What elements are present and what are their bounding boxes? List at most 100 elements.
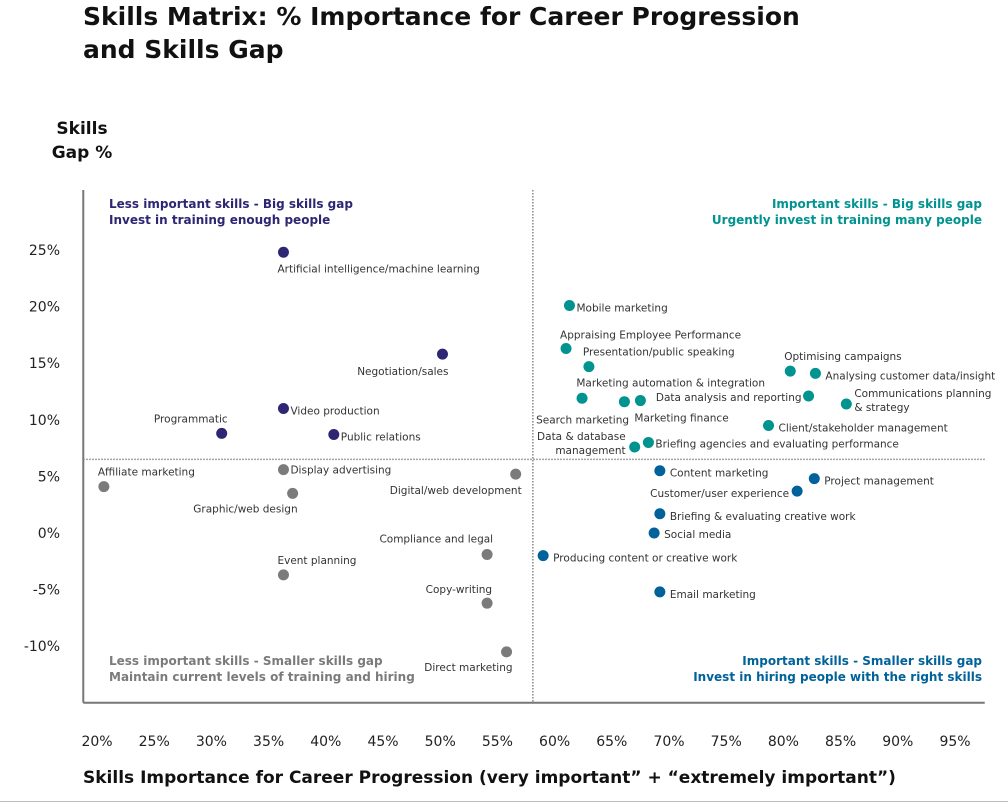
data-point [481,549,493,561]
data-point-label: Digital/web development [390,485,522,497]
data-point-label: Email marketing [670,589,756,601]
data-point [642,436,654,448]
data-point [277,402,289,414]
data-point [277,569,289,581]
data-point [791,485,803,497]
data-point-label: Marketing finance [634,413,728,425]
quadrant-label: Important skills - Big skills gap [772,197,982,211]
quadrant-label: Invest in training enough people [109,213,330,227]
data-point-label: Data analysis and reporting [656,392,802,404]
data-point [654,586,666,598]
y-tick-label: 20% [29,300,60,316]
data-point [648,527,660,539]
data-point-label: Negotiation/sales [357,366,448,378]
y-tick-label: -5% [33,583,60,599]
data-point-label: & strategy [854,402,909,414]
data-point-label: Artificial intelligence/machine learning [277,263,479,275]
x-tick-label: 75% [711,734,742,750]
y-tick-label: 0% [38,526,60,542]
data-point [808,473,820,485]
data-point [618,396,630,408]
data-point-label: Affiliate marketing [98,467,195,479]
data-point-label: Marketing automation & integration [576,378,765,390]
x-tick-label: 60% [539,734,570,750]
y-tick-label: -10% [24,639,60,655]
x-tick-label: 25% [139,734,170,750]
quadrant-label: Invest in hiring people with the right s… [693,670,982,684]
data-point-label: Compliance and legal [379,534,493,546]
data-point [576,392,588,404]
data-point [634,395,646,407]
data-point [277,464,289,476]
x-tick-label: 80% [768,734,799,750]
quadrant-label: Important skills - Smaller skills gap [742,654,982,668]
data-point-label: Analysing customer data/insight [825,370,995,382]
y-axis-label: Skills Gap % [40,117,124,165]
data-point-label: management [555,445,625,457]
data-point [510,468,522,480]
data-point-label: Social media [664,529,731,541]
y-axis-label-line: Skills [56,119,108,139]
x-tick-label: 90% [882,734,913,750]
y-tick-label: 15% [29,356,60,372]
data-point [803,390,815,402]
data-point-label: Client/stakeholder management [779,422,948,434]
data-point [583,361,595,373]
data-point [840,398,852,410]
y-tick-label: 5% [38,469,60,485]
data-point-label: Display advertising [290,465,391,477]
x-tick-label: 35% [253,734,284,750]
data-point [216,427,228,439]
x-tick-label: 45% [367,734,398,750]
data-point [809,367,821,379]
data-point-label: Communications planning [854,388,991,400]
data-point [436,348,448,360]
y-axis-label-line: Gap % [51,143,113,163]
x-tick-label: 65% [596,734,627,750]
y-tick-label: 25% [29,243,60,259]
data-point [784,365,796,377]
data-point-label: Optimising campaigns [784,351,901,363]
chart-title-line: Skills Matrix: % Importance for Career P… [83,2,800,31]
data-point [277,246,289,258]
x-tick-label: 85% [825,734,856,750]
data-point [501,646,513,658]
data-point [481,597,493,609]
data-point-label: Customer/user experience [650,488,789,500]
quadrant-label: Less important skills - Big skills gap [109,197,353,211]
data-point [537,550,549,562]
data-point-label: Content marketing [670,468,769,480]
data-point [560,342,572,354]
data-point [654,465,666,477]
data-point-label: Copy-writing [426,584,492,596]
x-tick-label: 40% [310,734,341,750]
divider [0,801,1008,802]
x-tick-label: 50% [425,734,456,750]
x-tick-label: 95% [939,734,970,750]
x-axis-label: Skills Importance for Career Progression… [83,768,896,788]
data-point-label: Video production [290,405,379,417]
data-point [763,419,775,431]
data-point-label: Briefing agencies and evaluating perform… [655,438,898,450]
data-point [287,487,299,499]
data-point-label: Appraising Employee Performance [560,329,741,341]
quadrant-label: Maintain current levels of training and … [109,670,415,684]
data-point-label: Event planning [277,555,356,567]
x-tick-label: 55% [482,734,513,750]
data-point-label: Project management [824,476,934,488]
data-point [563,299,575,311]
data-point-label: Mobile marketing [576,302,667,314]
data-point-label: Data & database [537,431,626,443]
data-point-label: Programmatic [154,413,228,425]
quadrant-label: Urgently invest in training many people [712,213,982,227]
y-tick-label: 10% [29,413,60,429]
x-tick-label: 70% [653,734,684,750]
chart-title-line: and Skills Gap [83,35,284,64]
data-point-label: Search marketing [536,414,629,426]
data-point-label: Graphic/web design [193,503,297,515]
x-tick-label: 30% [196,734,227,750]
data-point-label: Presentation/public speaking [583,347,735,359]
data-point [629,441,641,453]
quadrant-label: Less important skills - Smaller skills g… [109,654,383,668]
data-point-label: Public relations [341,432,421,444]
